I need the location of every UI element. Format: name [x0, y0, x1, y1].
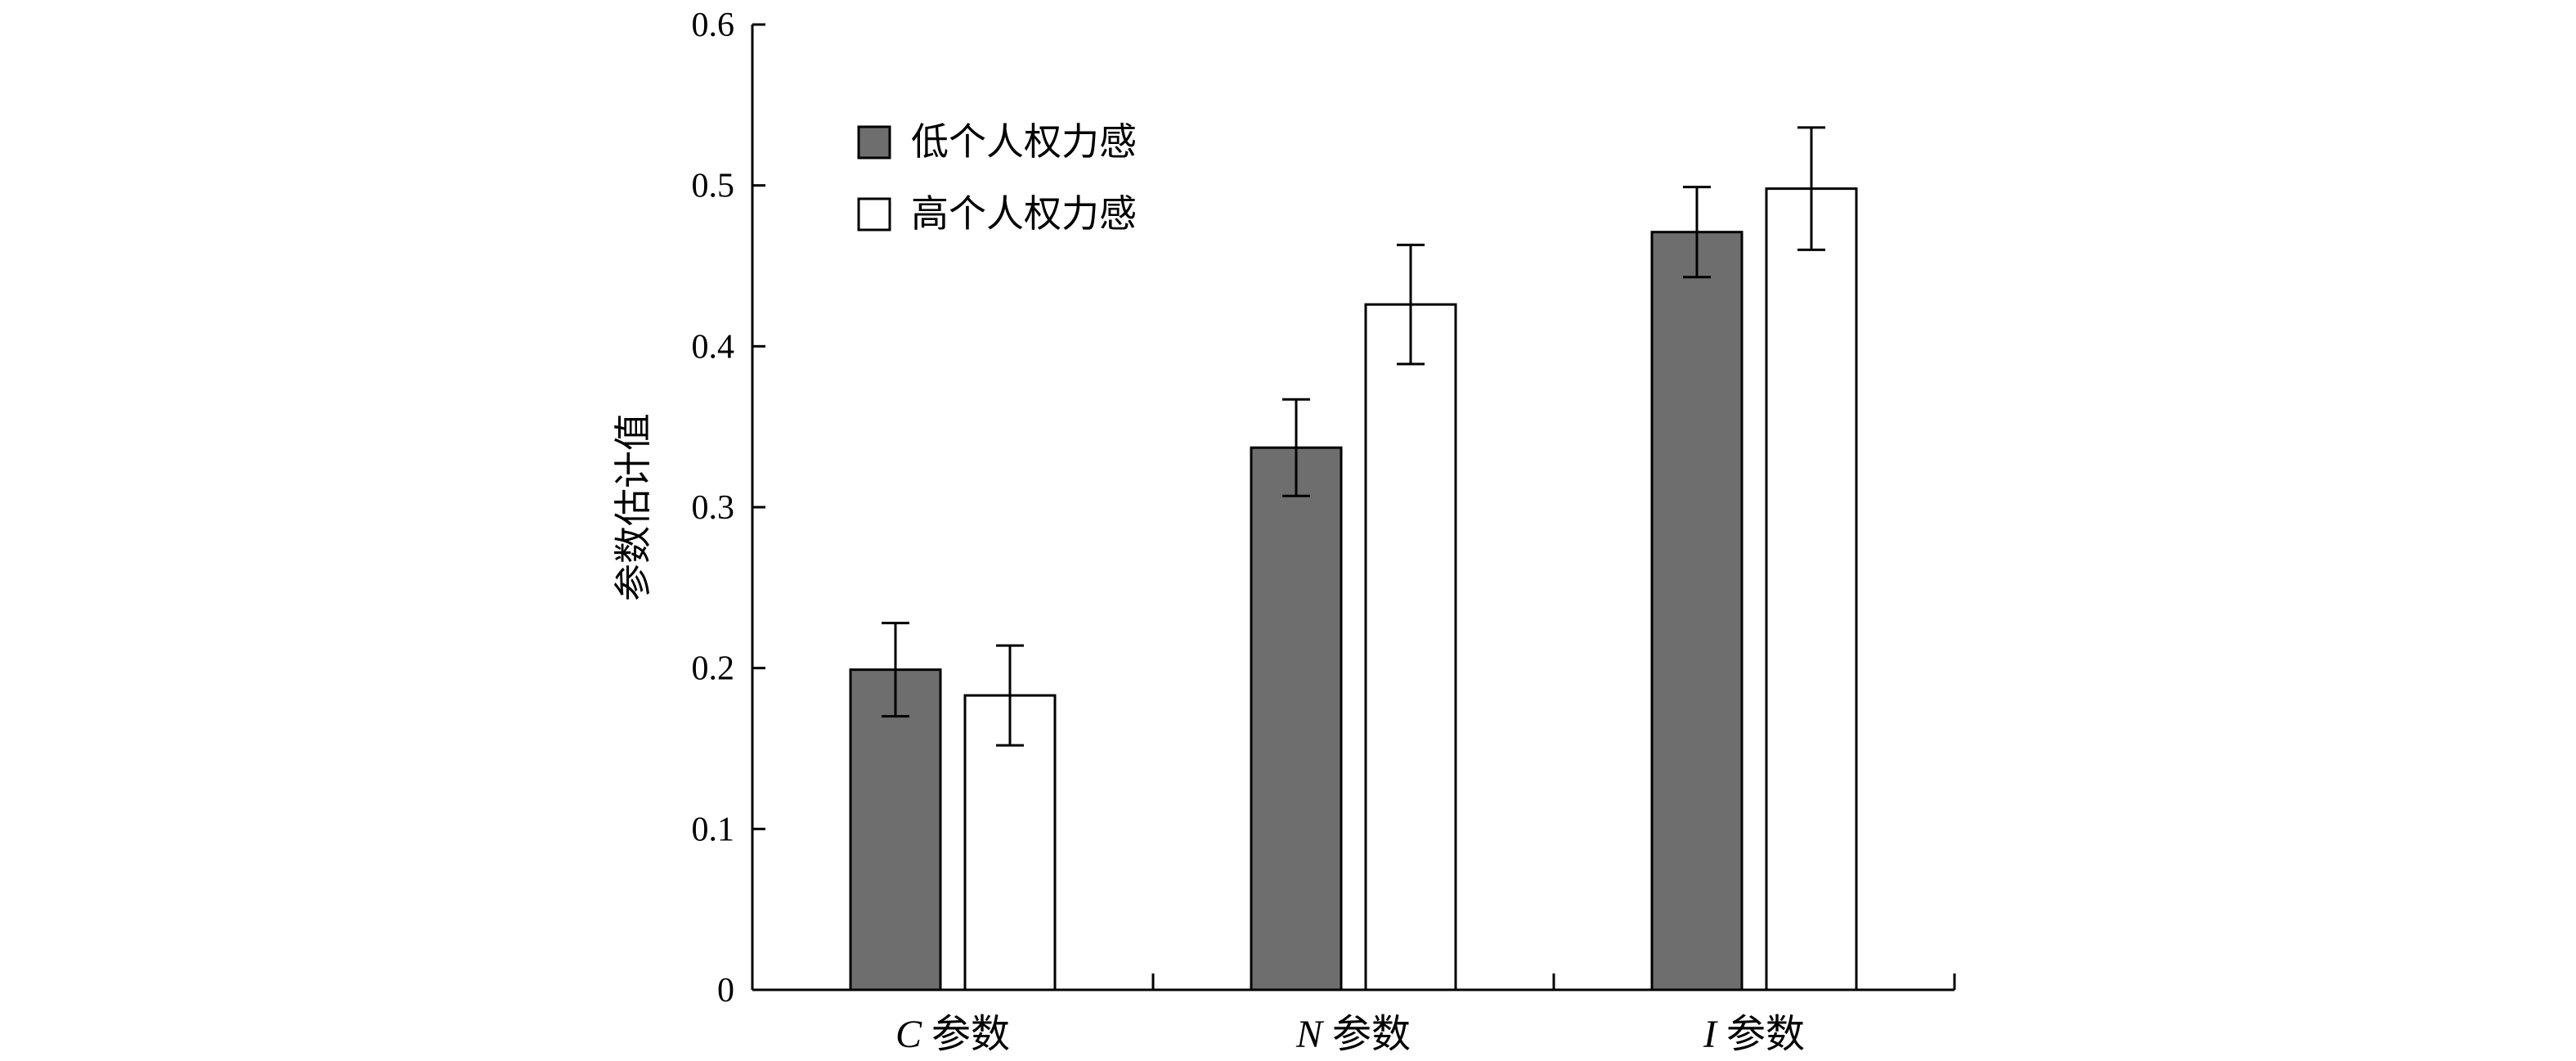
category-variable: I: [1703, 1013, 1726, 1056]
y-tick-label: 0: [717, 972, 734, 1009]
category-suffix: 参数: [1726, 1013, 1805, 1056]
y-tick-label: 0.1: [692, 811, 735, 848]
x-category-label: N 参数: [1295, 1013, 1411, 1056]
y-tick-label: 0.5: [692, 168, 735, 205]
y-tick-label: 0.6: [692, 7, 735, 44]
y-tick-label: 0.3: [692, 489, 735, 527]
legend-swatch: [857, 197, 891, 232]
bar: [849, 668, 942, 991]
x-category-label: I 参数: [1703, 1013, 1805, 1056]
bars-layer: [849, 126, 1858, 991]
legend-swatch: [857, 125, 891, 160]
legend-label: 低个人权力感: [911, 121, 1137, 163]
category-variable: N: [1295, 1013, 1332, 1056]
bar: [1250, 446, 1343, 991]
y-tick-label: 0.4: [692, 328, 735, 366]
category-variable: C: [895, 1013, 931, 1056]
category-suffix: 参数: [931, 1013, 1010, 1056]
x-category-label: C 参数: [895, 1013, 1010, 1056]
y-tick-label: 0.2: [692, 650, 735, 688]
legend-label: 高个人权力感: [911, 193, 1137, 235]
bar: [1650, 231, 1744, 991]
bar: [1765, 187, 1858, 991]
y-axis-title: 参数估计值: [613, 413, 654, 601]
axes-layer: 00.10.20.30.40.50.6C 参数 N 参数 I 参数: [692, 7, 1956, 1056]
bar: [1364, 303, 1457, 991]
category-suffix: 参数: [1332, 1013, 1411, 1056]
